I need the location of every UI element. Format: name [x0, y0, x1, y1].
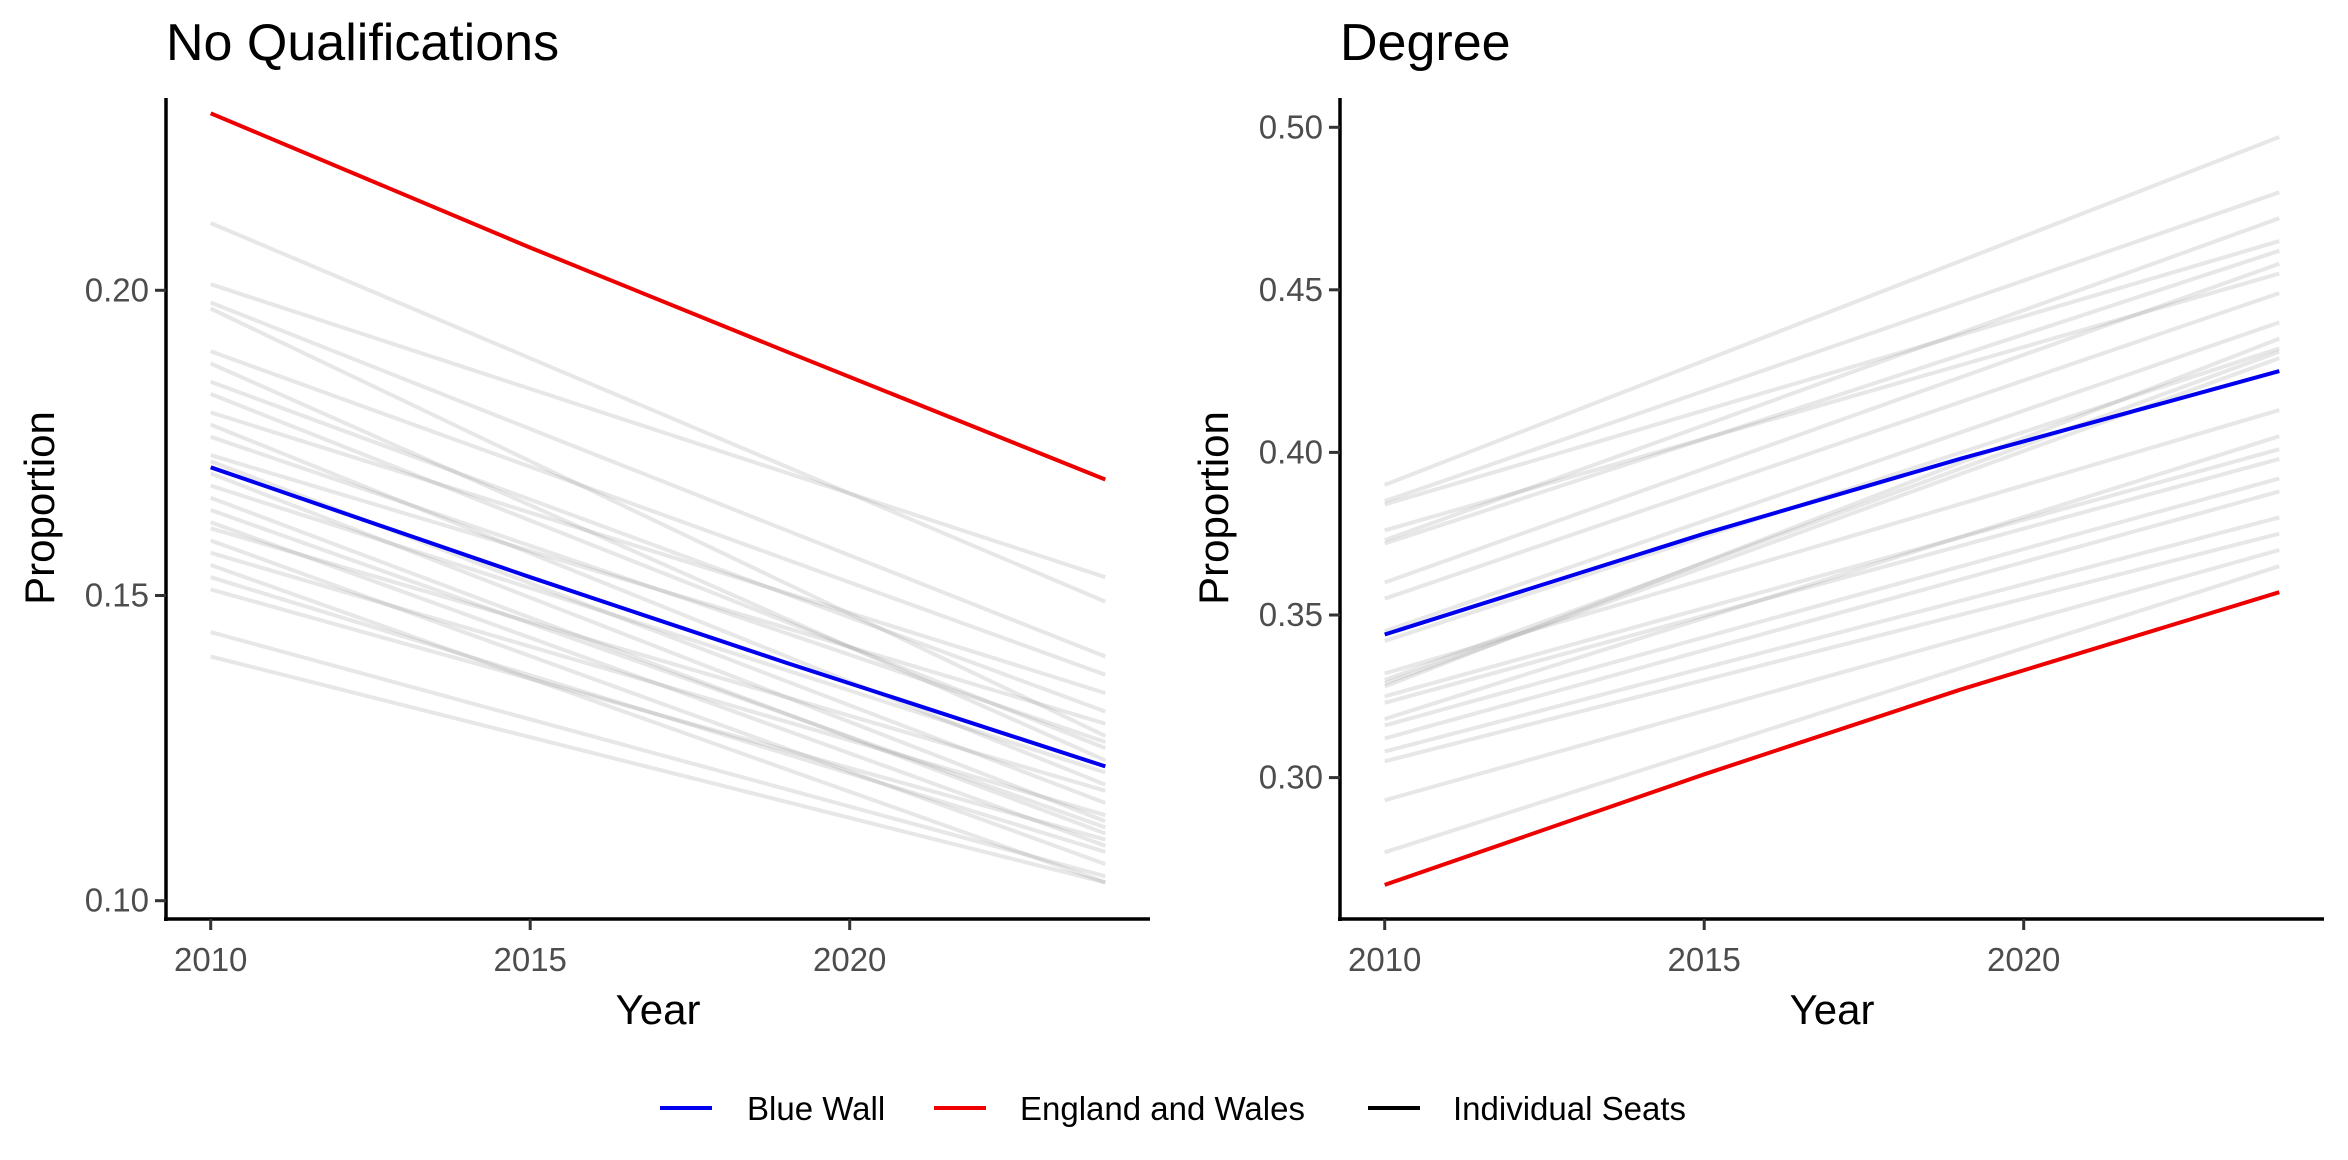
legend-label-england-and-wales: England and Wales	[1020, 1090, 1305, 1127]
seat-line	[1384, 489, 2280, 741]
y-tick-label: 0.20	[85, 271, 149, 308]
seat-line	[1384, 447, 2280, 699]
y-ticks: 0.10 0.15 0.20	[85, 271, 166, 919]
seat-line	[1384, 548, 2280, 803]
legend-label-blue-wall: Blue Wall	[747, 1090, 885, 1127]
seat-line	[1384, 271, 2280, 533]
seat-line	[209, 300, 1107, 659]
seat-line	[1384, 476, 2280, 728]
x-tick-label: 2015	[1667, 941, 1740, 978]
seat-line	[1384, 349, 2280, 682]
seat-line	[1384, 320, 2280, 634]
y-tick-label: 0.10	[85, 882, 149, 919]
x-axis-title: Year	[616, 986, 701, 1033]
seat-line	[210, 379, 1106, 714]
x-tick-label: 2010	[174, 941, 247, 978]
seat-line	[1384, 216, 2280, 543]
seat-line	[210, 453, 1106, 726]
seat-line	[1384, 261, 2280, 585]
seat-line	[1383, 135, 2281, 487]
legend: Blue Wall England and Wales Individual S…	[660, 1090, 1686, 1127]
legend-label-individual-seats: Individual Seats	[1453, 1090, 1686, 1127]
seat-line	[210, 410, 1106, 696]
seat-line	[210, 587, 1106, 842]
seat-line	[210, 563, 1106, 885]
seat-line	[209, 422, 1107, 787]
seat-line	[210, 520, 1106, 848]
y-tick-label: 0.35	[1259, 596, 1323, 633]
seat-lines	[209, 221, 1107, 885]
seat-line	[1384, 190, 2280, 504]
seat-line	[209, 306, 1107, 738]
seat-line	[1384, 456, 2280, 705]
y-tick-label: 0.15	[85, 577, 149, 614]
seat-line	[210, 282, 1106, 580]
seat-line	[210, 538, 1106, 866]
y-axis-title: Proportion	[1190, 411, 1237, 605]
seat-line	[209, 361, 1107, 763]
seat-line	[1384, 515, 2280, 754]
seat-lines	[1383, 135, 2281, 855]
seat-line	[1384, 564, 2280, 855]
seat-line	[210, 630, 1106, 879]
seat-line	[210, 483, 1106, 775]
seat-line	[210, 654, 1106, 885]
seat-line	[1384, 291, 2280, 601]
y-axis-title: Proportion	[16, 411, 63, 605]
series-line-england-and-wales	[1384, 590, 2280, 887]
seat-line	[210, 508, 1106, 830]
x-tick-label: 2015	[493, 941, 566, 978]
y-tick-label: 0.40	[1259, 433, 1323, 470]
seat-line	[1384, 239, 2280, 507]
series-line-england-and-wales	[209, 111, 1107, 482]
x-ticks: 2010 2015 2020	[1348, 919, 2060, 978]
x-ticks: 2010 2015 2020	[174, 919, 886, 978]
x-axis-title: Year	[1790, 986, 1875, 1033]
seat-line	[1384, 531, 2280, 764]
panel-no-qualifications: No Qualifications 0.100.150.20 2010 2015 2…	[16, 14, 1150, 1033]
seat-line	[210, 575, 1106, 854]
x-tick-label: 2010	[1348, 941, 1421, 978]
panel-title: No Qualifications	[166, 14, 559, 72]
seat-line	[210, 434, 1106, 744]
seat-line	[210, 526, 1106, 793]
seat-line	[1384, 248, 2280, 546]
x-tick-label: 2020	[813, 941, 886, 978]
seat-line	[209, 495, 1107, 836]
y-tick-label: 0.50	[1259, 108, 1323, 145]
panel-title: Degree	[1340, 14, 1511, 72]
y-ticks: 0.30 0.35 0.40 0.45 0.50	[1259, 108, 1340, 796]
seat-line	[1384, 434, 2280, 721]
seat-line	[209, 221, 1107, 604]
seat-line	[1384, 408, 2280, 676]
series-line-blue-wall	[210, 465, 1106, 769]
panel-degree: Degree 0.30 0.35 0.40 0.45 0.50 2010 2015 2020…	[1190, 14, 2324, 1033]
series-lines	[209, 111, 1107, 769]
x-tick-label: 2020	[1987, 941, 2060, 978]
y-tick-label: 0.45	[1259, 271, 1323, 308]
seat-line	[210, 550, 1106, 818]
seat-line	[209, 471, 1107, 824]
series-lines	[1384, 369, 2280, 887]
seat-line	[1383, 336, 2281, 689]
seat-line	[210, 349, 1106, 677]
y-tick-label: 0.30	[1259, 759, 1323, 796]
series-line-blue-wall	[1384, 369, 2280, 637]
seat-line	[209, 392, 1107, 750]
